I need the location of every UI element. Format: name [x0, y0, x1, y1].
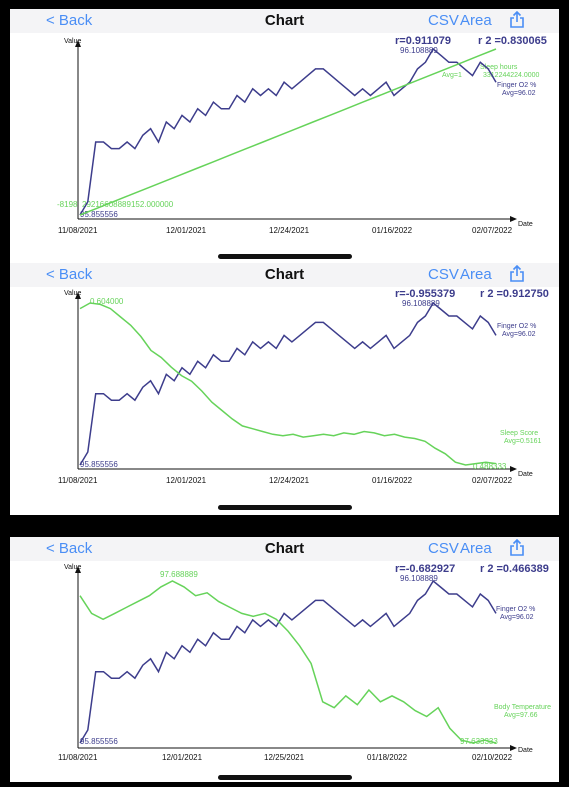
series-b-legend-avg: Avg=97.66: [504, 712, 538, 719]
max-value-label: 96.108889: [400, 574, 438, 583]
x-tick-label: 12/01/2021: [166, 226, 207, 235]
series-b-line: [79, 48, 497, 216]
other-max-label: 97.688889: [160, 570, 198, 579]
series-b-legend-avg: Avg=0.5161: [504, 438, 542, 445]
series-a-legend-name: Finger O2 %: [497, 82, 536, 89]
max-value-label: 96.108889: [402, 299, 440, 308]
series-b-legend-avg: Avg=1: [442, 72, 462, 79]
series-b-legend-name: Body Temperature: [494, 704, 551, 711]
share-icon[interactable]: [508, 538, 526, 557]
y-axis-arrow: [75, 566, 81, 573]
x-tick-label: 01/18/2022: [367, 753, 408, 762]
series-a-legend-name: Finger O2 %: [497, 323, 536, 330]
r-squared-value: r 2 =0.830065: [478, 35, 547, 47]
csv-button[interactable]: CSV: [428, 12, 459, 29]
r-value: r=-0.682927: [395, 563, 455, 575]
x-tick-label: 11/08/2021: [58, 753, 98, 762]
series-b-legend-avg: 3312244224.0000: [483, 72, 540, 79]
home-indicator: [218, 775, 352, 780]
series-a-line: [79, 47, 497, 216]
csv-button[interactable]: CSV: [428, 540, 459, 557]
series-b-line: [79, 580, 497, 744]
x-axis-arrow: [510, 216, 517, 222]
back-button[interactable]: < Back: [46, 12, 93, 29]
csv-button[interactable]: CSV: [428, 266, 459, 283]
area-button[interactable]: Area: [460, 12, 492, 29]
x-tick-label: 12/01/2021: [166, 476, 207, 485]
r-value: r=-0.955379: [395, 288, 455, 300]
back-button[interactable]: < Back: [46, 266, 93, 283]
series-a-legend-avg: Avg=96.02: [502, 90, 536, 97]
x-axis-label: Date: [518, 221, 533, 228]
separator-band: [0, 515, 569, 537]
area-button[interactable]: Area: [460, 266, 492, 283]
x-tick-label: 02/10/2022: [472, 753, 513, 762]
x-tick-label: 12/24/2021: [269, 476, 310, 485]
chart-screen-2: < Back Chart CSV Area Value Date 11/08/2…: [10, 263, 559, 515]
series-a-line: [79, 301, 497, 466]
chart-area: Value Date 11/08/2021 12/01/2021 12/25/2…: [58, 563, 551, 762]
nav-title: Chart: [264, 540, 305, 557]
share-icon[interactable]: [508, 264, 526, 283]
x-tick-label: 01/16/2022: [372, 476, 413, 485]
y-axis-arrow: [75, 40, 81, 47]
y-axis-arrow: [75, 292, 81, 299]
home-indicator: [218, 254, 352, 259]
chart-screen-3: < Back Chart CSV Area Value Date 11/08/2…: [10, 537, 559, 782]
nav-title: Chart: [264, 12, 305, 29]
home-indicator: [218, 505, 352, 510]
x-axis-arrow: [510, 466, 517, 472]
r-value: r=0.911079: [395, 35, 451, 47]
other-max-label: 0.604000: [90, 297, 124, 306]
r-squared-value: r 2 =0.466389: [480, 563, 549, 575]
x-tick-label: 11/08/2021: [58, 226, 98, 235]
series-a-legend-name: Finger O2 %: [496, 606, 535, 613]
series-a-legend-avg: Avg=96.02: [502, 331, 536, 338]
nav-bar: < Back Chart CSV Area: [10, 263, 559, 287]
chart-area: Value Date 11/08/2021 12/01/2021 12/24/2…: [58, 288, 549, 485]
min-value-label: 95.855556: [80, 737, 118, 746]
other-min-label: 0.488333: [473, 462, 507, 471]
x-tick-label: 12/01/2021: [162, 753, 203, 762]
series-b-legend-name: Sleep Score: [500, 430, 538, 437]
y-axis-label: Value: [64, 564, 81, 571]
r-squared-value: r 2 =0.912750: [480, 288, 549, 300]
x-tick-label: 02/07/2022: [472, 226, 513, 235]
x-tick-label: 02/07/2022: [472, 476, 513, 485]
x-tick-label: 12/25/2021: [264, 753, 305, 762]
x-axis-label: Date: [518, 747, 533, 754]
x-tick-label: 01/16/2022: [372, 226, 413, 235]
other-series-value-label: -8198: [57, 200, 78, 209]
x-axis-label: Date: [518, 471, 533, 478]
y-axis-label: Value: [64, 38, 81, 45]
chart-area: Value Date 11/08/2021 12/01/2021 12/24/2…: [57, 35, 547, 235]
series-a-legend-avg: Avg=96.02: [500, 614, 534, 621]
back-button[interactable]: < Back: [46, 540, 93, 557]
nav-bar: < Back Chart CSV Area: [10, 9, 559, 33]
series-b-line: [79, 302, 497, 466]
nav-title: Chart: [264, 266, 305, 283]
area-button[interactable]: Area: [460, 540, 492, 557]
x-axis-arrow: [510, 745, 517, 751]
x-tick-label: 11/08/2021: [58, 476, 98, 485]
x-tick-label: 12/24/2021: [269, 226, 310, 235]
min-value-label: 95.855556: [80, 460, 118, 469]
min-value-label: 95.855556: [80, 210, 118, 219]
series-b-legend-name: Sleep hours: [480, 64, 518, 71]
other-series-value-label: 29216608889152.000000: [82, 200, 174, 209]
series-a-line: [79, 579, 497, 744]
max-value-label: 96.108889: [400, 46, 438, 55]
share-icon[interactable]: [508, 10, 526, 29]
nav-bar: < Back Chart CSV Area: [10, 537, 559, 561]
y-axis-label: Value: [64, 290, 81, 297]
chart-screen-1: < Back Chart CSV Area Value Date 11/08/2…: [10, 9, 559, 263]
